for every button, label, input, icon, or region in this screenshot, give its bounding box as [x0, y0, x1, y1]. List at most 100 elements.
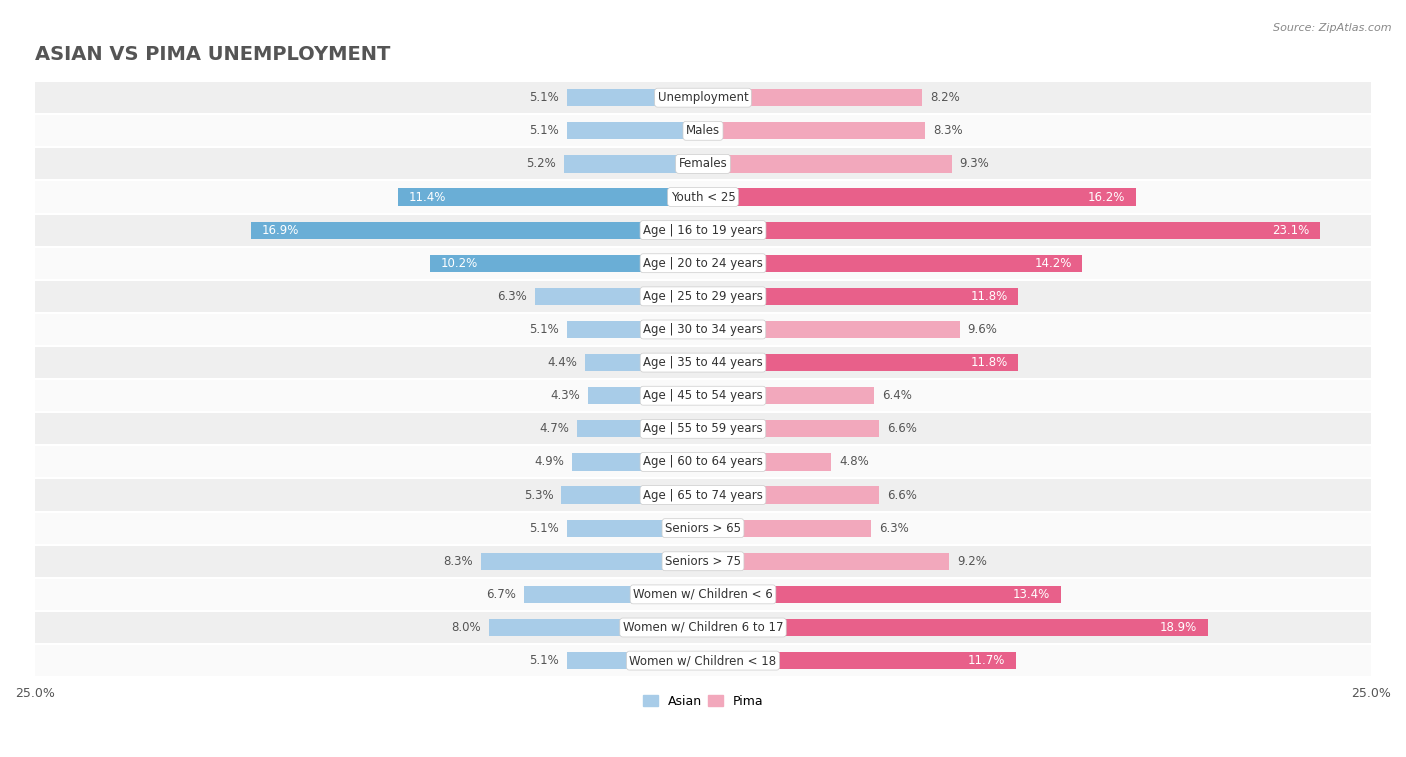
Bar — [703, 553, 949, 570]
Bar — [703, 155, 952, 173]
Bar — [35, 347, 1371, 378]
Bar — [35, 479, 1371, 511]
Text: 6.3%: 6.3% — [496, 290, 527, 303]
Text: 6.6%: 6.6% — [887, 422, 917, 435]
Bar — [35, 314, 1371, 345]
Bar — [35, 281, 1371, 312]
Text: 8.3%: 8.3% — [443, 555, 474, 568]
Bar — [703, 122, 925, 139]
Bar — [578, 420, 703, 438]
Text: 11.7%: 11.7% — [967, 654, 1005, 667]
Text: Age | 65 to 74 years: Age | 65 to 74 years — [643, 488, 763, 502]
Text: 6.3%: 6.3% — [879, 522, 910, 534]
Bar — [35, 645, 1371, 676]
Text: 5.2%: 5.2% — [526, 157, 555, 170]
Text: Age | 55 to 59 years: Age | 55 to 59 years — [643, 422, 763, 435]
Text: Males: Males — [686, 124, 720, 137]
Text: 11.8%: 11.8% — [970, 356, 1008, 369]
Text: 8.3%: 8.3% — [932, 124, 963, 137]
Text: ASIAN VS PIMA UNEMPLOYMENT: ASIAN VS PIMA UNEMPLOYMENT — [35, 45, 391, 64]
Text: Women w/ Children < 18: Women w/ Children < 18 — [630, 654, 776, 667]
Bar — [703, 188, 1136, 206]
Bar — [567, 652, 703, 669]
Text: 5.1%: 5.1% — [529, 654, 558, 667]
Bar — [481, 553, 703, 570]
Text: Age | 45 to 54 years: Age | 45 to 54 years — [643, 389, 763, 402]
Bar — [35, 148, 1371, 179]
Bar — [564, 155, 703, 173]
Bar — [35, 214, 1371, 246]
Text: 4.8%: 4.8% — [839, 456, 869, 469]
Bar — [524, 586, 703, 603]
Bar — [35, 612, 1371, 643]
Text: 11.4%: 11.4% — [409, 191, 447, 204]
Bar — [703, 222, 1320, 238]
Bar — [703, 487, 879, 503]
Text: 13.4%: 13.4% — [1014, 588, 1050, 601]
Text: Seniors > 65: Seniors > 65 — [665, 522, 741, 534]
Text: 16.9%: 16.9% — [262, 223, 299, 237]
Text: 5.1%: 5.1% — [529, 323, 558, 336]
Bar — [561, 487, 703, 503]
Bar — [703, 321, 959, 338]
Text: 23.1%: 23.1% — [1272, 223, 1309, 237]
Text: Youth < 25: Youth < 25 — [671, 191, 735, 204]
Bar — [703, 89, 922, 106]
Text: 8.2%: 8.2% — [931, 91, 960, 104]
Bar — [35, 380, 1371, 411]
Text: 5.3%: 5.3% — [523, 488, 554, 502]
Bar — [703, 619, 1208, 636]
Bar — [567, 321, 703, 338]
Text: Women w/ Children 6 to 17: Women w/ Children 6 to 17 — [623, 621, 783, 634]
Text: 4.7%: 4.7% — [540, 422, 569, 435]
Bar — [35, 579, 1371, 610]
Bar — [567, 519, 703, 537]
Bar — [534, 288, 703, 305]
Text: 9.2%: 9.2% — [957, 555, 987, 568]
Bar — [703, 519, 872, 537]
Bar — [35, 447, 1371, 478]
Text: Seniors > 75: Seniors > 75 — [665, 555, 741, 568]
Bar — [35, 248, 1371, 279]
Text: 9.6%: 9.6% — [967, 323, 997, 336]
Text: 4.4%: 4.4% — [547, 356, 578, 369]
Text: 6.7%: 6.7% — [486, 588, 516, 601]
Text: Age | 60 to 64 years: Age | 60 to 64 years — [643, 456, 763, 469]
Bar — [567, 122, 703, 139]
Bar — [35, 512, 1371, 544]
Bar — [703, 586, 1062, 603]
Text: Women w/ Children < 6: Women w/ Children < 6 — [633, 588, 773, 601]
Text: 14.2%: 14.2% — [1035, 257, 1071, 269]
Bar — [430, 254, 703, 272]
Text: 4.3%: 4.3% — [550, 389, 581, 402]
Text: 5.1%: 5.1% — [529, 124, 558, 137]
Bar — [489, 619, 703, 636]
Bar — [252, 222, 703, 238]
Bar — [703, 387, 875, 404]
Text: Age | 30 to 34 years: Age | 30 to 34 years — [643, 323, 763, 336]
Bar — [703, 354, 1018, 371]
Text: Age | 20 to 24 years: Age | 20 to 24 years — [643, 257, 763, 269]
Bar — [588, 387, 703, 404]
Text: 8.0%: 8.0% — [451, 621, 481, 634]
Text: 16.2%: 16.2% — [1088, 191, 1125, 204]
Text: 6.4%: 6.4% — [882, 389, 912, 402]
Text: 6.6%: 6.6% — [887, 488, 917, 502]
Bar — [35, 413, 1371, 444]
Text: 9.3%: 9.3% — [959, 157, 990, 170]
Text: 18.9%: 18.9% — [1160, 621, 1198, 634]
Bar — [703, 254, 1083, 272]
Bar — [35, 82, 1371, 114]
Bar — [35, 546, 1371, 577]
Text: Age | 25 to 29 years: Age | 25 to 29 years — [643, 290, 763, 303]
Bar — [703, 453, 831, 471]
Bar — [703, 652, 1015, 669]
Text: 4.9%: 4.9% — [534, 456, 564, 469]
Bar — [35, 115, 1371, 146]
Text: 11.8%: 11.8% — [970, 290, 1008, 303]
Text: Source: ZipAtlas.com: Source: ZipAtlas.com — [1274, 23, 1392, 33]
Bar — [703, 420, 879, 438]
Text: Unemployment: Unemployment — [658, 91, 748, 104]
Bar — [35, 182, 1371, 213]
Bar — [703, 288, 1018, 305]
